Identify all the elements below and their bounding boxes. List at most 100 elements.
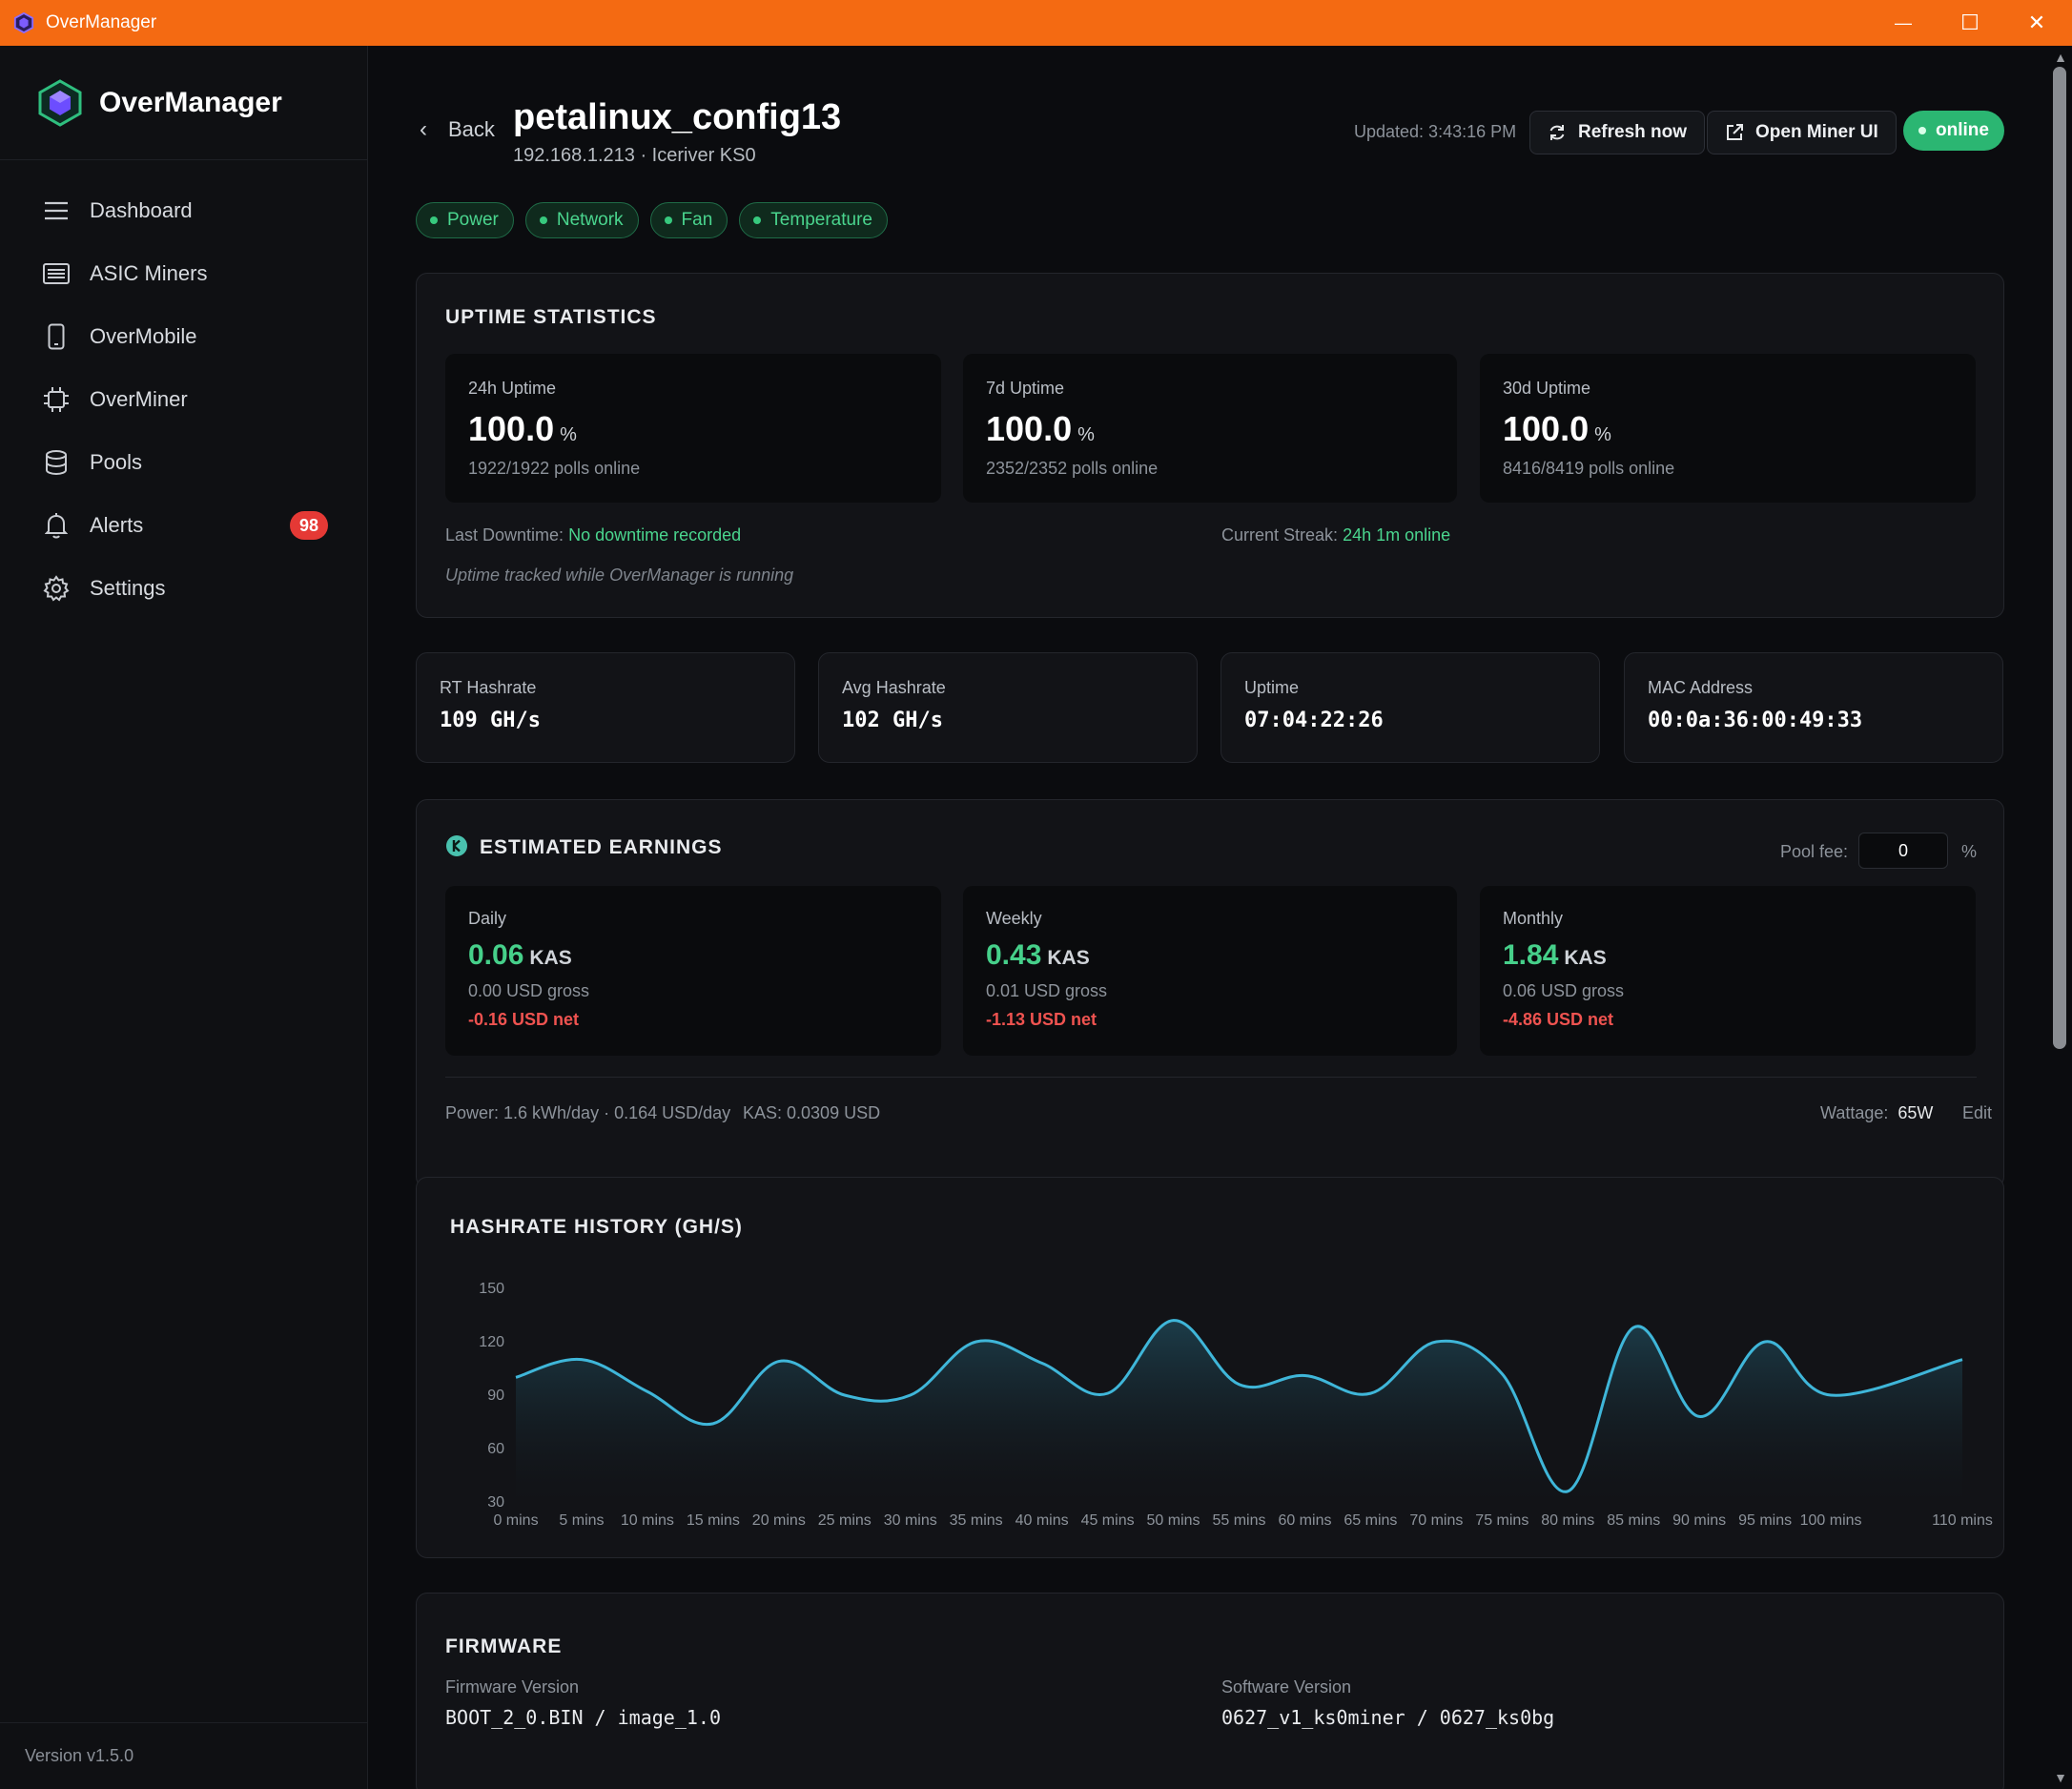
metric-value: 07:04:22:26 — [1244, 709, 1384, 732]
mac-address-card: MAC Address 00:0a:36:00:49:33 — [1624, 652, 2003, 763]
tag-dot-icon — [753, 216, 762, 224]
tag-temperature: Temperature — [739, 202, 888, 238]
chart-title: HASHRATE HISTORY (GH/S) — [450, 1216, 743, 1238]
earn-label: Daily — [468, 909, 507, 928]
sidebar-item-dashboard[interactable]: Dashboard — [0, 179, 367, 242]
x-tick-label: 45 mins — [1081, 1512, 1135, 1529]
x-tick-label: 75 mins — [1475, 1512, 1528, 1529]
x-tick-label: 60 mins — [1278, 1512, 1331, 1529]
tag-label: Power — [447, 210, 499, 230]
back-button[interactable]: ‹ Back — [420, 116, 495, 143]
back-label: Back — [448, 117, 495, 141]
tag-dot-icon — [539, 216, 547, 224]
stat-sub: 8416/8419 polls online — [1503, 459, 1675, 478]
sidebar-item-label: ASIC Miners — [90, 261, 208, 285]
stat-label: 7d Uptime — [986, 379, 1065, 398]
metric-label: MAC Address — [1648, 678, 1754, 697]
earn-gross: 0.01 USD gross — [986, 981, 1108, 1000]
uptime-section-title: UPTIME STATISTICS — [445, 306, 657, 328]
edit-wattage-button[interactable]: Edit — [1961, 1103, 1992, 1122]
sidebar-item-overminer[interactable]: OverMiner — [0, 368, 367, 431]
earn-net: -4.86 USD net — [1503, 1010, 1614, 1029]
alerts-count-badge: 98 — [290, 511, 328, 540]
sidebar-item-label: Alerts — [90, 513, 144, 537]
earn-value: 0.43 KAS — [986, 939, 1090, 971]
x-tick-label: 55 mins — [1212, 1512, 1265, 1529]
maximize-icon: ☐ — [1960, 10, 1980, 34]
x-tick-label: 70 mins — [1409, 1512, 1463, 1529]
sidebar-item-label: Dashboard — [90, 198, 193, 222]
software-version-value: 0627_v1_ks0miner / 0627_ks0bg — [1221, 1706, 1555, 1729]
uptime-note: Uptime tracked while OverManager is runn… — [445, 565, 794, 585]
gear-icon — [42, 574, 71, 603]
avg-hashrate-card: Avg Hashrate 102 GH/s — [818, 652, 1198, 763]
earnings-divider — [445, 1077, 1977, 1078]
page-title: petalinux_config13 — [513, 97, 842, 137]
kaspa-coin-icon — [446, 835, 467, 856]
x-tick-label: 0 mins — [493, 1512, 538, 1529]
tag-fan: Fan — [649, 202, 728, 238]
brand-logo-icon — [38, 78, 82, 127]
uptime-statistics-card: UPTIME STATISTICS 24h Uptime 100.0% 1922… — [416, 273, 2004, 618]
x-tick-label: 65 mins — [1344, 1512, 1397, 1529]
earn-gross: 0.00 USD gross — [468, 981, 590, 1000]
y-tick-label: 150 — [479, 1281, 504, 1297]
scrollbar-thumb[interactable] — [2053, 67, 2066, 1049]
sidebar-item-asic-miners[interactable]: ASIC Miners — [0, 242, 367, 305]
sidebar-item-label: OverMiner — [90, 387, 188, 411]
x-tick-label: 35 mins — [950, 1512, 1003, 1529]
x-tick-label: 95 mins — [1738, 1512, 1792, 1529]
chevron-left-icon: ‹ — [420, 116, 427, 142]
x-tick-label: 5 mins — [559, 1512, 604, 1529]
title-bar: OverManager — ☐ ✕ — [0, 0, 2072, 46]
minimize-button[interactable]: — — [1873, 0, 1934, 46]
scroll-down-arrow-icon[interactable]: ▼ — [2054, 1770, 2067, 1785]
tag-label: Temperature — [770, 210, 872, 230]
tag-label: Fan — [681, 210, 713, 230]
y-tick-label: 60 — [487, 1441, 504, 1457]
earnings-daily: Daily 0.06 KAS 0.00 USD gross -0.16 USD n… — [445, 886, 941, 1056]
kas-price: KAS: 0.0309 USD — [743, 1103, 881, 1122]
server-icon — [42, 259, 71, 288]
uptime-7d-stat: 7d Uptime 100.0% 2352/2352 polls online — [963, 354, 1457, 503]
minimize-icon: — — [1895, 12, 1912, 32]
sidebar-item-overmobile[interactable]: OverMobile — [0, 305, 367, 368]
hashrate-history-card: HASHRATE HISTORY (GH/S) 30 60 90 120 150 0 mi… — [416, 1177, 2004, 1558]
metric-value: 109 GH/s — [440, 709, 541, 732]
sidebar-item-settings[interactable]: Settings — [0, 557, 367, 620]
open-miner-ui-button[interactable]: Open Miner UI — [1707, 111, 1897, 154]
uptime-card: Uptime 07:04:22:26 — [1221, 652, 1600, 763]
close-button[interactable]: ✕ — [2006, 0, 2067, 46]
earnings-section-title: ESTIMATED EARNINGS — [480, 836, 723, 858]
external-link-icon — [1727, 124, 1743, 140]
y-tick-label: 90 — [487, 1388, 504, 1404]
health-tags: Power Network Fan Temperature — [416, 202, 888, 238]
brand-name: OverManager — [99, 86, 282, 118]
x-tick-label: 30 mins — [884, 1512, 937, 1529]
scroll-up-arrow-icon[interactable]: ▲ — [2054, 50, 2067, 65]
refresh-now-button[interactable]: Refresh now — [1529, 111, 1706, 154]
brand[interactable]: OverManager — [0, 46, 367, 160]
sidebar-item-alerts[interactable]: Alerts 98 — [0, 494, 367, 557]
pool-fee-label: Pool fee: — [1780, 842, 1849, 861]
metric-label: Uptime — [1244, 678, 1300, 697]
bell-icon — [42, 511, 71, 540]
last-updated: Updated: 3:43:16 PM — [1354, 122, 1517, 141]
stat-value: 100.0% — [986, 409, 1095, 448]
last-downtime: Last Downtime: No downtime recorded — [445, 525, 742, 545]
x-tick-label: 25 mins — [818, 1512, 872, 1529]
power-cost-note: Power: 1.6 kWh/day · 0.164 USD/day — [445, 1103, 731, 1122]
x-tick-label: 20 mins — [752, 1512, 806, 1529]
maximize-button[interactable]: ☐ — [1939, 0, 2000, 46]
tag-power: Power — [416, 202, 514, 238]
phone-icon — [42, 322, 71, 351]
y-tick-label: 30 — [487, 1494, 504, 1511]
sidebar-item-label: Settings — [90, 576, 166, 600]
chip-icon — [42, 385, 71, 414]
earn-label: Weekly — [986, 909, 1042, 928]
sidebar-item-pools[interactable]: Pools — [0, 431, 367, 494]
tag-label: Network — [556, 210, 624, 230]
pool-fee-input[interactable]: 0 — [1858, 833, 1948, 869]
x-tick-label: 80 mins — [1541, 1512, 1594, 1529]
uptime-30d-stat: 30d Uptime 100.0% 8416/8419 polls online — [1480, 354, 1976, 503]
